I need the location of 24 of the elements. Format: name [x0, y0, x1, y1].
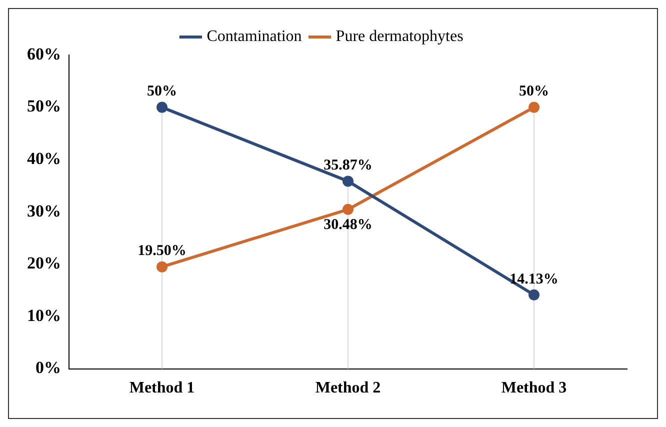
data-label: 19.50% [138, 243, 186, 260]
point [528, 102, 540, 113]
y-tick-label: 60% [27, 44, 61, 64]
data-label: 30.48% [324, 216, 372, 233]
point [156, 102, 168, 113]
data-label: 50% [519, 84, 549, 100]
y-tick-label: 10% [27, 306, 61, 325]
y-tick-label: 20% [27, 254, 61, 273]
point [156, 261, 168, 272]
y-tick-label: 50% [27, 96, 61, 116]
y-tick-label: 30% [27, 201, 61, 220]
data-label: 14.13% [510, 271, 558, 288]
legend-label: Pure dermatophytes [336, 28, 464, 46]
data-label: 35.87% [324, 158, 372, 174]
y-tick-label: 0% [36, 358, 61, 378]
x-tick-label: Method 2 [315, 380, 381, 397]
point [342, 176, 354, 187]
x-tick-label: Method 1 [129, 380, 195, 397]
legend-label: Contamination [206, 28, 302, 46]
x-tick-label: Method 3 [501, 380, 567, 397]
y-tick-label: 40% [27, 148, 61, 168]
data-label: 50% [147, 84, 177, 100]
point [528, 289, 540, 300]
point [342, 204, 354, 215]
